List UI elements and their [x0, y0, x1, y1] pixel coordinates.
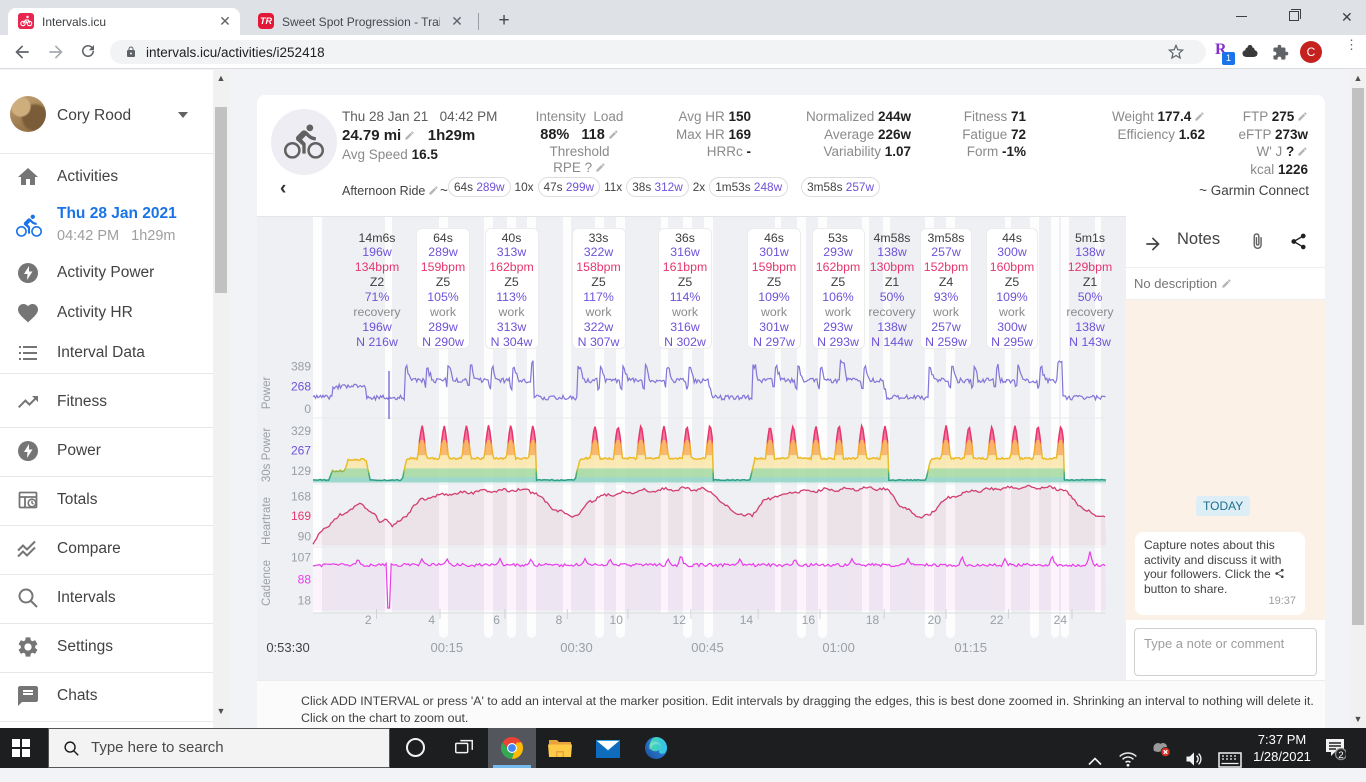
svg-text:268: 268 — [291, 380, 311, 394]
svg-text:01:15: 01:15 — [954, 640, 987, 655]
svg-text:129: 129 — [291, 464, 311, 478]
svg-text:267: 267 — [291, 444, 311, 458]
svg-text:8: 8 — [556, 613, 563, 627]
svg-text:88: 88 — [298, 572, 312, 586]
svg-text:107: 107 — [291, 550, 311, 564]
svg-text:169: 169 — [291, 509, 311, 523]
svg-text:00:30: 00:30 — [560, 640, 593, 655]
svg-text:0:53:30: 0:53:30 — [266, 640, 309, 655]
svg-text:2: 2 — [1338, 750, 1343, 761]
svg-text:6: 6 — [493, 613, 500, 627]
svg-text:24: 24 — [1054, 613, 1068, 627]
svg-text:168: 168 — [291, 489, 311, 503]
svg-text:22: 22 — [990, 613, 1004, 627]
svg-text:2: 2 — [365, 613, 372, 627]
svg-text:0: 0 — [304, 402, 311, 416]
svg-text:00:45: 00:45 — [691, 640, 724, 655]
svg-text:00:15: 00:15 — [431, 640, 464, 655]
svg-text:Cadence: Cadence — [261, 560, 273, 606]
svg-text:14: 14 — [740, 613, 754, 627]
svg-text:Power: Power — [261, 377, 273, 410]
svg-text:12: 12 — [673, 613, 687, 627]
svg-text:10: 10 — [610, 613, 624, 627]
svg-text:18: 18 — [298, 593, 312, 607]
svg-text:01:00: 01:00 — [822, 640, 855, 655]
svg-text:18: 18 — [866, 613, 880, 627]
svg-text:30s Power: 30s Power — [261, 428, 273, 483]
svg-text:389: 389 — [291, 360, 311, 374]
svg-text:90: 90 — [298, 530, 312, 544]
svg-text:Heartrate: Heartrate — [261, 497, 273, 545]
svg-text:16: 16 — [802, 613, 816, 627]
svg-text:329: 329 — [291, 424, 311, 438]
svg-text:4: 4 — [428, 613, 435, 627]
svg-text:20: 20 — [928, 613, 942, 627]
